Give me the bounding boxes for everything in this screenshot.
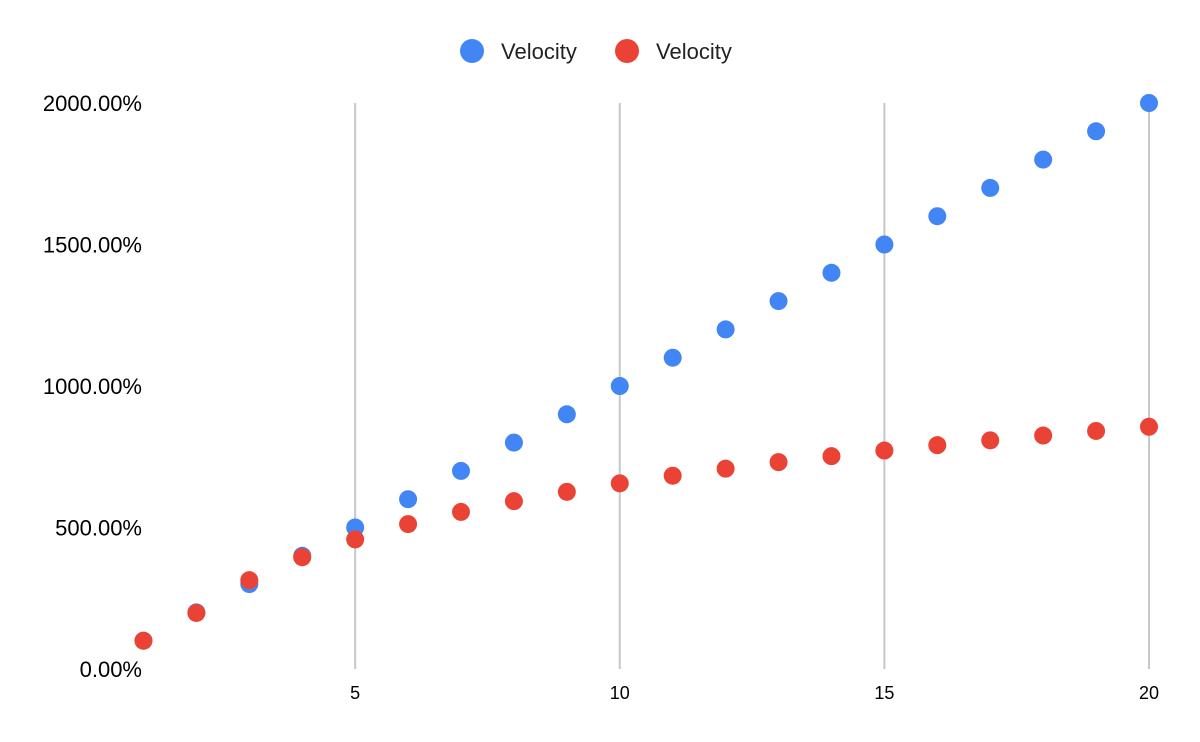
data-point[interactable] — [240, 571, 259, 590]
data-point[interactable] — [928, 207, 947, 226]
y-tick-label: 2000.00% — [43, 91, 142, 116]
x-axis-ticks: 5 10 15 20 — [350, 683, 1159, 703]
y-tick-label: 1000.00% — [43, 374, 142, 399]
data-point[interactable] — [610, 377, 629, 395]
legend-marker — [460, 39, 484, 63]
series-points — [134, 94, 1158, 650]
data-point[interactable] — [1034, 150, 1053, 169]
data-point[interactable] — [822, 447, 841, 466]
legend-label: Velocity — [656, 39, 732, 64]
data-point[interactable] — [187, 603, 206, 622]
data-point[interactable] — [1034, 426, 1053, 445]
y-tick-label: 1500.00% — [43, 233, 142, 258]
x-tick-label: 10 — [610, 683, 630, 703]
data-point[interactable] — [1140, 94, 1158, 112]
y-tick-label: 0.00% — [80, 657, 142, 682]
legend-item-2[interactable]: Velocity — [615, 39, 732, 64]
data-point[interactable] — [1087, 122, 1106, 141]
data-point[interactable] — [928, 436, 947, 455]
legend: Velocity Velocity — [460, 39, 732, 64]
legend-label: Velocity — [501, 39, 577, 64]
data-point[interactable] — [1140, 417, 1158, 436]
data-point[interactable] — [716, 459, 735, 478]
data-point[interactable] — [875, 235, 894, 254]
legend-item-1[interactable]: Velocity — [460, 39, 577, 64]
data-point[interactable] — [1087, 421, 1106, 440]
data-point[interactable] — [504, 492, 523, 511]
series-2 — [134, 417, 1158, 650]
data-point[interactable] — [452, 461, 470, 480]
data-point[interactable] — [610, 474, 629, 493]
data-point[interactable] — [399, 490, 418, 509]
data-point[interactable] — [769, 292, 788, 311]
data-point[interactable] — [769, 453, 788, 472]
data-point[interactable] — [981, 178, 1000, 197]
legend-marker — [615, 39, 639, 63]
x-tick-label: 20 — [1139, 683, 1159, 703]
data-point[interactable] — [134, 631, 153, 650]
data-point[interactable] — [293, 548, 312, 567]
data-point[interactable] — [663, 348, 682, 367]
x-tick-label: 15 — [874, 683, 894, 703]
y-axis-ticks: 0.00% 500.00% 1000.00% 1500.00% 2000.00% — [43, 91, 142, 682]
data-point[interactable] — [981, 431, 1000, 450]
data-point[interactable] — [822, 263, 841, 282]
x-tick-label: 5 — [350, 683, 360, 703]
data-point[interactable] — [399, 515, 418, 534]
data-point[interactable] — [557, 405, 576, 424]
data-point[interactable] — [716, 320, 735, 339]
data-point[interactable] — [875, 441, 894, 460]
series-1 — [134, 94, 1158, 650]
data-point[interactable] — [346, 530, 365, 549]
data-point[interactable] — [452, 502, 470, 521]
data-point[interactable] — [504, 433, 523, 452]
y-tick-label: 500.00% — [55, 516, 142, 541]
grid-lines — [354, 103, 1150, 669]
data-point[interactable] — [663, 466, 682, 485]
data-point[interactable] — [557, 482, 576, 501]
